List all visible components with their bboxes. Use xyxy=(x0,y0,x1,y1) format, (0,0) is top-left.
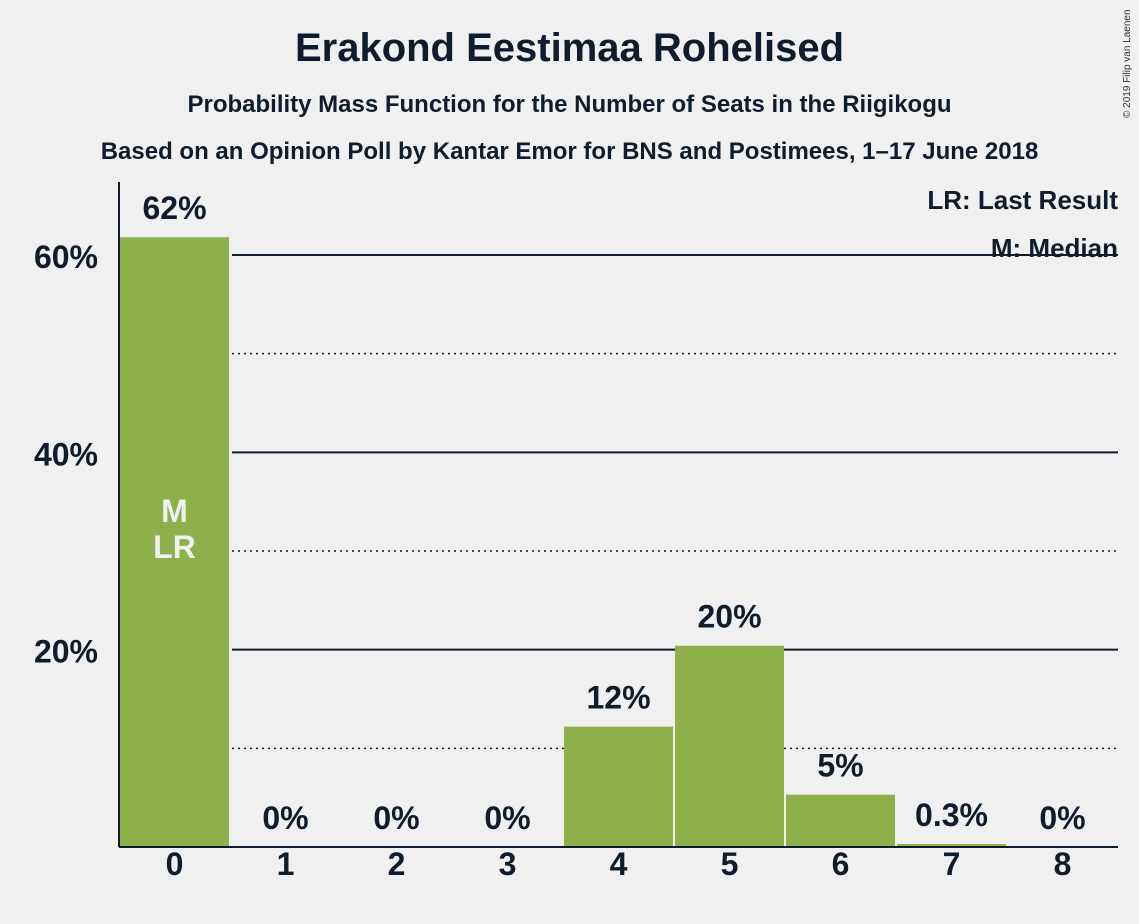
bar xyxy=(786,794,895,847)
x-tick-label: 8 xyxy=(1054,846,1072,882)
x-tick-label: 3 xyxy=(499,846,517,882)
chart-title: Erakond Eestimaa Rohelised xyxy=(294,26,845,70)
data-label: 5% xyxy=(817,748,863,784)
y-tick-label: 20% xyxy=(34,634,98,670)
data-label: 0% xyxy=(484,800,530,836)
data-label: 0.3% xyxy=(915,797,988,833)
x-tick-label: 1 xyxy=(277,846,295,882)
bar xyxy=(120,237,229,848)
x-tick-label: 2 xyxy=(388,846,406,882)
x-tick-label: 0 xyxy=(166,846,184,882)
bar xyxy=(897,844,1006,847)
data-label: 62% xyxy=(142,190,206,226)
bar-marker-label: M xyxy=(161,493,188,529)
x-tick-label: 5 xyxy=(721,846,739,882)
legend-last-result: LR: Last Result xyxy=(927,185,1118,215)
y-tick-label: 40% xyxy=(34,436,98,472)
data-label: 0% xyxy=(373,800,419,836)
data-label: 0% xyxy=(1039,800,1085,836)
bar-marker-label: LR xyxy=(153,529,196,565)
y-tick-label: 60% xyxy=(34,239,98,275)
x-tick-label: 4 xyxy=(610,846,628,882)
data-label: 20% xyxy=(697,599,761,635)
bar xyxy=(675,645,784,847)
data-label: 12% xyxy=(586,680,650,716)
chart-subtitle: Probability Mass Function for the Number… xyxy=(187,91,952,118)
x-tick-label: 7 xyxy=(943,846,961,882)
bar xyxy=(564,726,673,847)
chart-source: Based on an Opinion Poll by Kantar Emor … xyxy=(100,138,1039,165)
x-tick-label: 6 xyxy=(832,846,850,882)
data-label: 0% xyxy=(262,800,308,836)
legend-median: M: Median xyxy=(991,233,1118,263)
